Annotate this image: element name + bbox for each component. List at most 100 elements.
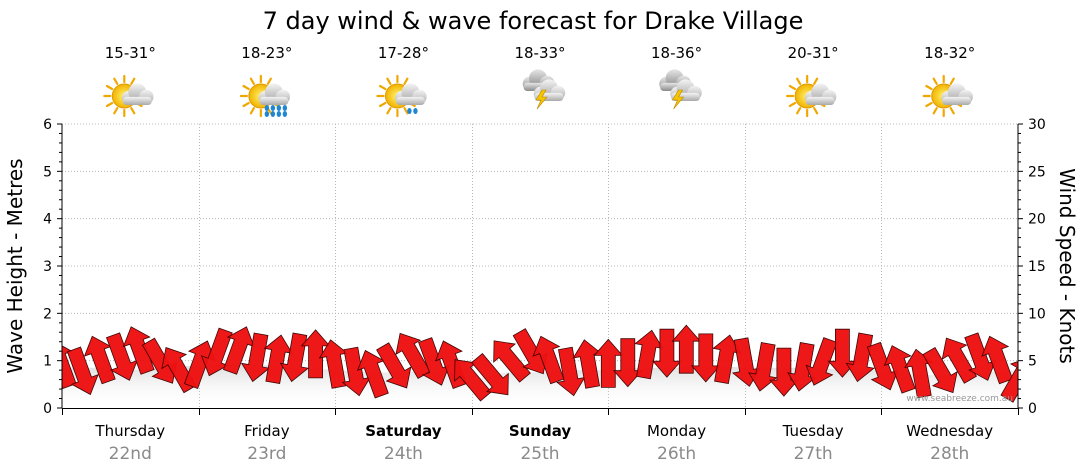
thunderstorm-icon: [659, 69, 702, 110]
partly-cloudy-icon: [103, 74, 154, 118]
sun-ray: [403, 77, 409, 85]
partly-cloudy-icon: [922, 74, 973, 118]
wind-arrow: [1000, 356, 1018, 403]
sun-ray: [813, 77, 819, 85]
right-tick-label: 25: [1028, 164, 1046, 180]
temperature-range: 18-36°: [651, 44, 702, 62]
partly-cloudy-drizzle-icon: [376, 74, 427, 118]
cloud-base: [259, 96, 289, 105]
sun-ray: [932, 77, 938, 85]
sun-ray: [925, 84, 933, 91]
temperature-range: 17-28°: [378, 44, 429, 62]
sun-ray: [249, 107, 255, 115]
left-tick-label: 0: [43, 401, 52, 417]
temperature-range: 18-23°: [241, 44, 292, 62]
wind-arrow: [845, 332, 875, 383]
cloud-base: [942, 96, 972, 105]
right-tick-label: 5: [1028, 354, 1037, 370]
sun-ray: [113, 77, 119, 85]
date-label: 26th: [657, 444, 696, 464]
temperature-range: 20-31°: [788, 44, 839, 62]
rain-drop: [264, 111, 270, 117]
partly-cloudy-icon: [786, 74, 837, 118]
wind-arrow: [240, 332, 271, 383]
wind-arrow: [318, 339, 349, 389]
left-tick-label: 5: [43, 164, 52, 180]
sun-ray: [105, 101, 114, 108]
left-tick-label: 1: [43, 354, 52, 370]
right-tick-label: 15: [1028, 259, 1046, 275]
wind-arrow: [981, 335, 1014, 385]
day-label: Thursday: [94, 422, 165, 440]
lightning-bolt: [535, 89, 548, 110]
wind-arrow: [279, 332, 310, 383]
rain-drop: [413, 108, 418, 114]
cloud-shape: [941, 83, 973, 106]
day-label: Friday: [244, 422, 290, 440]
right-tick-label: 10: [1028, 306, 1046, 322]
rain-drop: [264, 105, 270, 111]
day-label: Sunday: [509, 422, 572, 440]
sun-ray: [925, 101, 933, 108]
cloud-shape: [258, 83, 291, 106]
rain-drop: [270, 105, 276, 111]
cloud-shape: [804, 83, 837, 106]
wind-arrow: [300, 329, 331, 379]
cloud-shape: [395, 83, 427, 106]
thunderstorm-icon: [522, 69, 566, 110]
partly-cloudy-rain-icon: [239, 74, 291, 118]
wind-arrow: [200, 327, 233, 377]
rain-drop: [276, 105, 282, 111]
wind-arrow: [493, 340, 531, 383]
rain-drop: [282, 105, 288, 111]
right-tick-label: 20: [1028, 212, 1046, 228]
sun-ray: [242, 101, 250, 108]
sun-ray: [249, 77, 255, 85]
wind-arrow: [572, 339, 602, 389]
wind-arrow: [612, 338, 643, 388]
wind-arrow: [418, 337, 450, 386]
lightning-bolt: [672, 89, 685, 110]
wind-arrow: [356, 349, 389, 399]
temperature-range: 15-31°: [105, 44, 156, 62]
wind-arrow: [748, 342, 778, 392]
sun-ray: [796, 77, 802, 85]
sun-ray: [130, 107, 136, 115]
day-label: Monday: [647, 422, 706, 440]
sun-ray: [949, 77, 955, 85]
sun-ray: [379, 101, 387, 108]
wind-arrow: [454, 359, 492, 402]
sun-ray: [796, 107, 802, 115]
rain-drop: [276, 111, 282, 117]
day-label: Saturday: [365, 422, 442, 440]
wind-arrow: [263, 334, 293, 385]
wind-arrow: [805, 337, 838, 386]
sun-ray: [386, 107, 392, 115]
day-label: Tuesday: [782, 422, 844, 440]
right-axis-label: Wind Speed - Knots: [1055, 168, 1079, 364]
left-axis-label: Wave Height - Metres: [3, 158, 27, 373]
wind-arrow: [787, 342, 817, 392]
sun-ray: [813, 107, 819, 115]
sun-ray: [105, 84, 114, 91]
sun-ray: [379, 84, 387, 91]
left-tick-label: 2: [43, 306, 52, 322]
date-label: 24th: [384, 444, 423, 464]
sun-ray: [788, 101, 797, 108]
date-label: 22nd: [109, 444, 152, 464]
wind-arrow: [532, 335, 565, 385]
wind-arrows-group: [62, 324, 1018, 403]
wind-arrow: [376, 342, 412, 389]
wind-arrow: [922, 347, 958, 394]
date-label: 28th: [930, 444, 969, 464]
cloud-base: [122, 96, 152, 105]
sun-ray: [386, 77, 392, 85]
temperature-range: 18-32°: [924, 44, 975, 62]
wind-arrow: [471, 352, 509, 396]
left-tick-label: 3: [43, 259, 52, 275]
sun-ray: [788, 84, 797, 91]
cloud-shape: [121, 83, 154, 106]
left-tick-label: 6: [43, 117, 52, 133]
wind-arrow: [593, 338, 624, 388]
